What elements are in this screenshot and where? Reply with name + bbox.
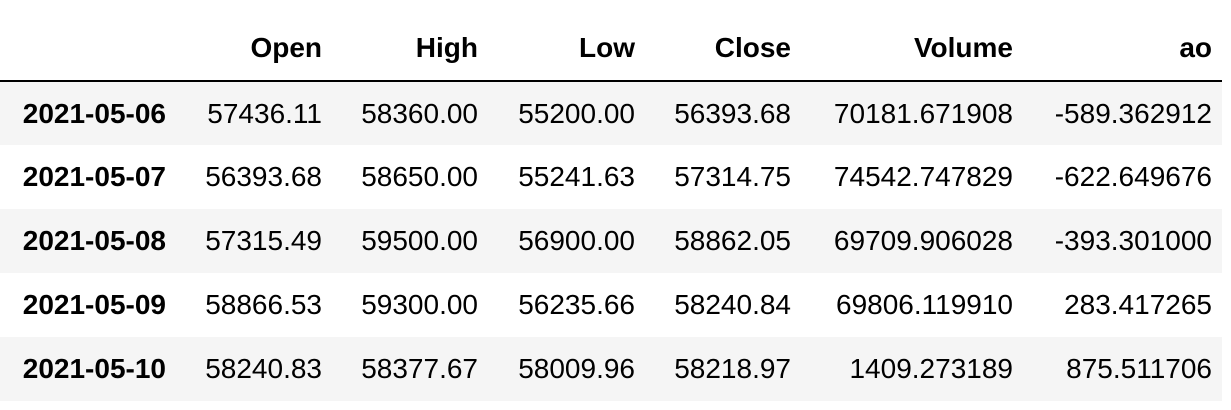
cell-volume: 1409.273189 [849, 353, 1013, 384]
column-header-open: Open [250, 32, 322, 63]
cell-high: 58360.00 [361, 97, 478, 129]
cell-ao: -589.362912 [1054, 97, 1212, 129]
cell-high: 58650.00 [361, 161, 478, 192]
cell-open: 57436.11 [207, 97, 322, 129]
row-index: 2021-05-06 [22, 97, 166, 129]
cell-close: 58218.97 [674, 353, 791, 384]
cell-high: 59500.00 [361, 225, 478, 256]
cell-low: 58009.96 [518, 353, 635, 384]
table-body: 2021-05-06 57436.11 58360.00 55200.00 56… [0, 81, 1222, 401]
cell-ao: 875.511706 [1066, 353, 1212, 384]
column-header-high: High [415, 32, 478, 63]
table-row: 2021-05-09 58866.53 59300.00 56235.66 58… [0, 273, 1222, 337]
cell-ao: -622.649676 [1054, 161, 1212, 192]
table-row: 2021-05-10 58240.83 58377.67 58009.96 58… [0, 337, 1222, 401]
cell-close: 58862.05 [674, 225, 791, 256]
cell-open: 56393.68 [205, 161, 322, 192]
cell-close: 57314.75 [674, 161, 791, 192]
column-header-volume: Volume [913, 32, 1013, 63]
cell-high: 59300.00 [361, 289, 478, 320]
row-index: 2021-05-09 [22, 289, 166, 320]
cell-open: 58866.53 [205, 289, 322, 320]
table-row: 2021-05-07 56393.68 58650.00 55241.63 57… [0, 145, 1222, 209]
cell-volume: 69806.119910 [836, 289, 1013, 320]
index-header [0, 16, 176, 81]
row-index: 2021-05-07 [22, 161, 166, 192]
row-index: 2021-05-10 [22, 353, 166, 384]
header-row: Open High Low Close Volume ao [0, 16, 1222, 81]
cell-volume: 69709.906028 [833, 225, 1013, 256]
cell-low: 55241.63 [518, 161, 635, 192]
cell-open: 57315.49 [205, 225, 322, 256]
cell-close: 56393.68 [674, 97, 791, 129]
cell-high: 58377.67 [361, 353, 478, 384]
column-header-ao: ao [1179, 32, 1212, 63]
cell-low: 55200.00 [518, 97, 635, 129]
dataframe-table: Open High Low Close Volume ao 2021-05-06… [0, 16, 1222, 401]
cell-ao: -393.301000 [1054, 225, 1212, 256]
cell-open: 58240.83 [205, 353, 322, 384]
cell-low: 56235.66 [518, 289, 635, 320]
cell-close: 58240.84 [674, 289, 791, 320]
cell-volume: 74542.747829 [833, 161, 1013, 192]
column-header-low: Low [579, 32, 635, 63]
column-header-close: Close [714, 32, 791, 63]
table-header: Open High Low Close Volume ao [0, 16, 1222, 81]
table-row: 2021-05-06 57436.11 58360.00 55200.00 56… [0, 81, 1222, 145]
cell-ao: 283.417265 [1064, 289, 1212, 320]
cell-low: 56900.00 [518, 225, 635, 256]
table-row: 2021-05-08 57315.49 59500.00 56900.00 58… [0, 209, 1222, 273]
row-index: 2021-05-08 [22, 225, 166, 256]
cell-volume: 70181.671908 [833, 97, 1013, 129]
